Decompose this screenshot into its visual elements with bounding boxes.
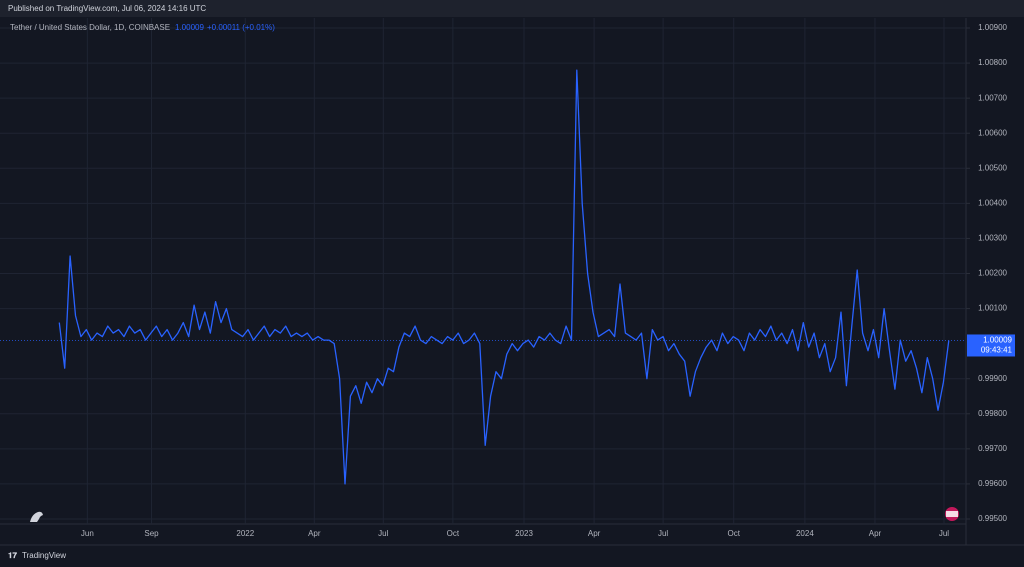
x-tick-label: Jul: [658, 529, 668, 538]
y-tick-label: 1.00400: [978, 198, 1007, 207]
top-bar: [0, 0, 1024, 17]
y-tick-label: 0.99900: [978, 374, 1007, 383]
y-tick-label: 0.99600: [978, 479, 1007, 488]
x-tick-label: Apr: [869, 529, 882, 538]
x-tick-label: Jul: [378, 529, 388, 538]
y-tick-label: 1.00800: [978, 58, 1007, 67]
grid: [0, 18, 966, 524]
y-tick-label: 0.99800: [978, 409, 1007, 418]
x-tick-label: 2023: [515, 529, 533, 538]
symbol-title: Tether / United States Dollar, 1D, COINB…: [10, 23, 170, 32]
price-line: [58, 69, 950, 485]
price-tag-label: 1.00009: [983, 336, 1012, 345]
event-icon-inner: [946, 511, 958, 517]
x-tick-label: Oct: [447, 529, 460, 538]
x-tick-label: 2022: [236, 529, 254, 538]
logo-icon: [30, 511, 43, 522]
y-tick-label: 1.00500: [978, 163, 1007, 172]
published-note: Published on TradingView.com, Jul 06, 20…: [8, 4, 206, 13]
y-tick-label: 1.00600: [978, 128, 1007, 137]
x-tick-label: 2024: [796, 529, 814, 538]
countdown: 09:43:41: [981, 346, 1013, 355]
price-tag: [967, 334, 1015, 357]
x-tick-label: Sep: [144, 529, 159, 538]
y-tick-label: 1.00100: [978, 304, 1007, 313]
price-change: +0.00011 (+0.01%): [207, 23, 275, 32]
y-tick-label: 1.00300: [978, 234, 1007, 243]
x-tick-label: Jul: [939, 529, 949, 538]
x-tick-label: Oct: [727, 529, 740, 538]
x-tick-label: Jun: [81, 529, 94, 538]
x-tick-label: Apr: [308, 529, 321, 538]
brand-logo: 𝟏𝟕: [8, 551, 17, 560]
last-price: 1.00009: [175, 23, 204, 32]
y-tick-label: 1.00200: [978, 269, 1007, 278]
y-tick-label: 0.99700: [978, 444, 1007, 453]
y-tick-label: 1.00700: [978, 93, 1007, 102]
brand: TradingView: [22, 551, 66, 560]
plot: [0, 69, 966, 485]
x-tick-label: Apr: [588, 529, 601, 538]
y-tick-label: 1.00900: [978, 23, 1007, 32]
y-tick-label: 0.99500: [978, 514, 1007, 523]
